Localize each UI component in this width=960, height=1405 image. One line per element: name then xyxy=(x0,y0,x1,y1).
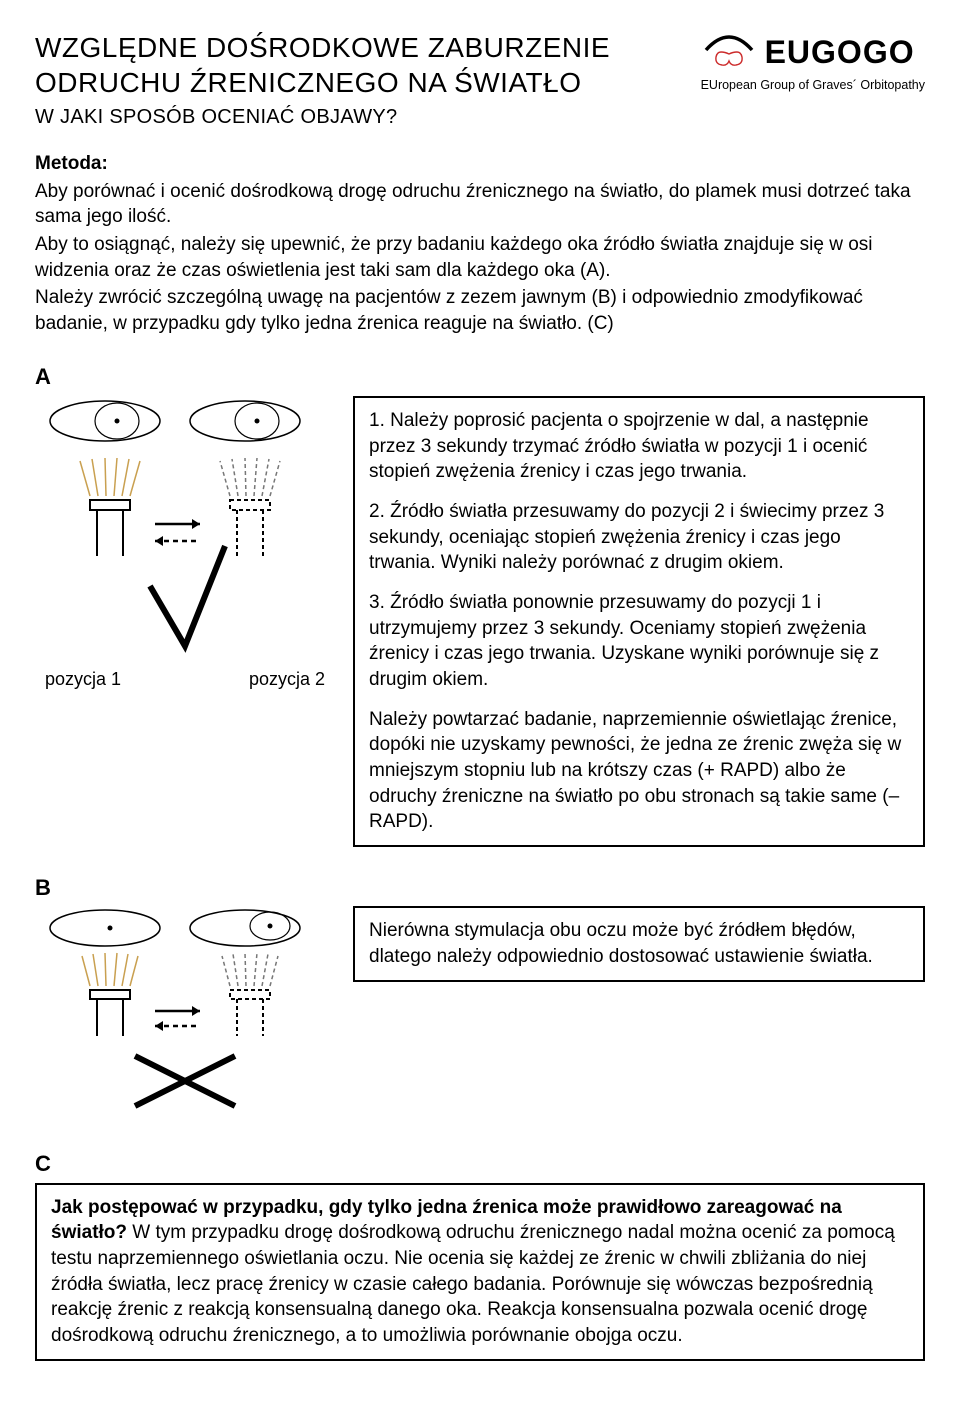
position-1-label: pozycja 1 xyxy=(45,667,121,691)
thyroid-icon xyxy=(701,30,757,75)
section-c-box: Jak postępować w przypadku, gdy tylko je… xyxy=(35,1183,925,1361)
title-block: WZGLĘDNE DOŚRODKOWE ZABURZENIE ODRUCHU Ź… xyxy=(35,30,701,131)
title-line1: WZGLĘDNE DOŚRODKOWE ZABURZENIE xyxy=(35,32,610,63)
step-3: 3. Źródło światła ponownie przesuwamy do… xyxy=(369,590,909,693)
header: WZGLĘDNE DOŚRODKOWE ZABURZENIE ODRUCHU Ź… xyxy=(35,30,925,131)
diagram-b xyxy=(35,906,335,1123)
position-2-label: pozycja 2 xyxy=(249,667,325,691)
section-c: C Jak postępować w przypadku, gdy tylko … xyxy=(35,1149,925,1361)
diagram-a: pozycja 1 pozycja 2 xyxy=(35,396,335,691)
intro-block: Metoda: Aby porównać i ocenić dośrodkową… xyxy=(35,151,925,336)
intro-p3: Należy zwrócić szczególną uwagę na pacje… xyxy=(35,285,925,336)
logo-subtitle: EUropean Group of Graves´ Orbitopathy xyxy=(701,77,925,94)
step-4: Należy powtarzać badanie, naprzemiennie … xyxy=(369,707,909,835)
method-label: Metoda: xyxy=(35,151,925,177)
page-subtitle: W JAKI SPOSÓB OCENIAĆ OBJAWY? xyxy=(35,104,701,131)
step-1: 1. Należy poprosić pacjenta o spojrzenie… xyxy=(369,408,909,485)
title-line2: ODRUCHU ŹRENICZNEGO NA ŚWIATŁO xyxy=(35,67,582,98)
logo: EUGOGO EUropean Group of Graves´ Orbitop… xyxy=(701,30,925,93)
page-title: WZGLĘDNE DOŚRODKOWE ZABURZENIE ODRUCHU Ź… xyxy=(35,30,701,100)
logo-name: EUGOGO xyxy=(765,31,915,74)
section-a: A xyxy=(35,362,925,846)
section-c-label: C xyxy=(35,1149,925,1179)
section-b-text: Nierówna stymulacja obu oczu może być źr… xyxy=(369,918,909,969)
section-b-label: B xyxy=(35,873,925,903)
section-c-answer: W tym przypadku drogę dośrodkową odruchu… xyxy=(51,1222,895,1346)
intro-p2: Aby to osiągnąć, należy się upewnić, że … xyxy=(35,232,925,283)
section-b: B xyxy=(35,873,925,1123)
section-a-box: 1. Należy poprosić pacjenta o spojrzenie… xyxy=(353,396,925,847)
step-2: 2. Źródło światła przesuwamy do pozycji … xyxy=(369,499,909,576)
intro-p1: Aby porównać i ocenić dośrodkową drogę o… xyxy=(35,179,925,230)
section-b-box: Nierówna stymulacja obu oczu może być źr… xyxy=(353,906,925,981)
section-a-label: A xyxy=(35,362,925,392)
